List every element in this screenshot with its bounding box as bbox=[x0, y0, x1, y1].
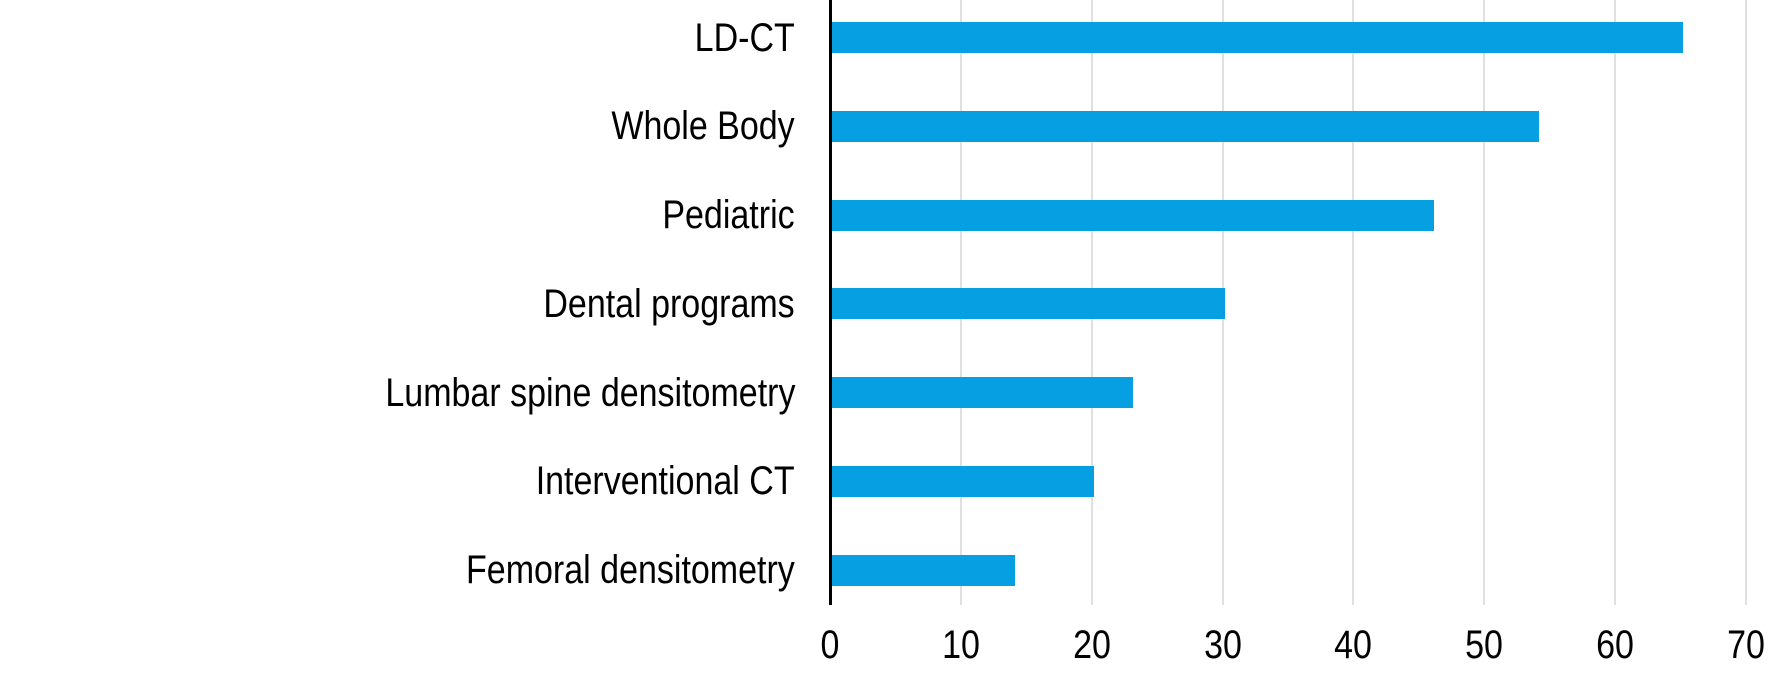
category-label-interventional-ct: Interventional CT bbox=[536, 459, 795, 504]
category-label-dental-programs: Dental programs bbox=[543, 281, 795, 326]
x-tick-label-50: 50 bbox=[1465, 623, 1504, 667]
category-label-whole-body: Whole Body bbox=[611, 104, 795, 149]
gridline-60 bbox=[1614, 0, 1617, 605]
x-tick-label-70: 70 bbox=[1727, 623, 1765, 667]
gridline-40 bbox=[1352, 0, 1355, 605]
x-tick-label-10: 10 bbox=[941, 623, 980, 667]
gridline-70 bbox=[1745, 0, 1747, 605]
x-tick-label-60: 60 bbox=[1596, 623, 1635, 667]
bar-interventional-ct bbox=[832, 465, 1094, 497]
bar-lumbar-spine-densitometry bbox=[832, 377, 1133, 408]
bar-ld-ct bbox=[832, 22, 1683, 53]
gridline-50 bbox=[1483, 0, 1486, 605]
plot-area bbox=[829, 0, 1747, 605]
bar-whole-body bbox=[832, 110, 1539, 142]
bar-pediatric bbox=[832, 199, 1434, 231]
x-tick-label-40: 40 bbox=[1334, 623, 1373, 667]
bar-femoral-densitometry bbox=[832, 554, 1016, 586]
x-tick-label-20: 20 bbox=[1072, 623, 1111, 667]
x-tick-label-30: 30 bbox=[1203, 623, 1242, 667]
category-label-lumbar-spine-densitometry: Lumbar spine densitometry bbox=[384, 370, 795, 415]
x-tick-label-0: 0 bbox=[820, 623, 840, 667]
y-axis-line bbox=[829, 0, 832, 605]
category-label-pediatric: Pediatric bbox=[662, 193, 795, 237]
bar-dental-programs bbox=[832, 288, 1225, 320]
category-label-ld-ct: LD-CT bbox=[694, 15, 795, 60]
category-label-femoral-densitometry: Femoral densitometry bbox=[466, 548, 795, 592]
